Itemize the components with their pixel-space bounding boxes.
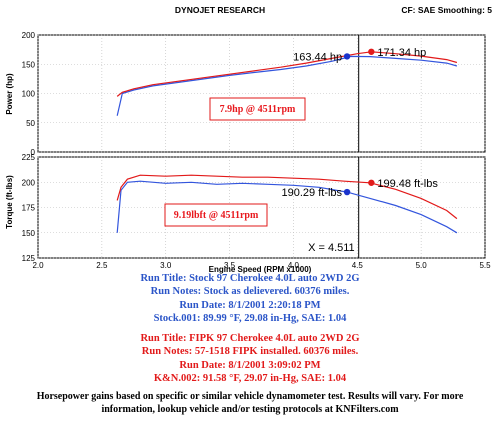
torque-series-kn-line	[116, 174, 458, 220]
cursor-x-label: X = 4.511	[308, 242, 355, 254]
torque-marker-kn	[368, 179, 375, 186]
torque-panel: 125 150 175 200 225 2.0 2.5 3.0 3.5 4.0 4.5 5.0 5.5 1…	[22, 153, 491, 270]
x-tick-label: 4.0	[288, 261, 300, 270]
disclaimer-line-1: Horsepower gains based on specific or si…	[36, 391, 464, 402]
disclaimer: Horsepower gains based on specific or si…	[0, 390, 500, 416]
power-y-tick-label: 150	[22, 60, 36, 69]
stock-run-date: Run Date: 8/1/2001 2:20:18 PM	[179, 299, 321, 311]
torque-y-tick-label: 150	[22, 229, 36, 238]
power-gain-box	[209, 97, 306, 121]
power-y-tick-label: 50	[26, 119, 35, 128]
kn-run-info: Run Title: FIPK 97 Cherokee 4.0L auto 2W…	[0, 332, 500, 386]
stock-run-info: Run Title: Stock 97 Cherokee 4.0L auto 2…	[0, 272, 500, 326]
x-tick-label: 3.5	[224, 261, 236, 270]
x-tick-label: 5.5	[479, 261, 491, 270]
x-tick-label: 5.0	[416, 261, 428, 270]
torque-marker-label-kn: 199.48 ft-lbs	[377, 178, 438, 190]
x-tick-label: 2.5	[96, 261, 108, 270]
stock-run-conditions: Stock.001: 89.99 °F, 29.08 in-Hg, SAE: 1…	[153, 313, 347, 325]
torque-y-tick-label: 200	[22, 178, 36, 187]
torque-series-stock-line	[116, 180, 458, 234]
dyno-chart: DYNOJET RESEARCH CF: SAE Smoothing: 5 0 5…	[5, 5, 492, 274]
chart-title: DYNOJET RESEARCH	[175, 5, 265, 15]
power-panel: 0 50 100 150 200 163.44 hp 171.34 hp 7.9hp @ 45…	[22, 31, 486, 157]
disclaimer-line-2: information, lookup vehicle and/or testi…	[101, 404, 399, 415]
power-marker-label-kn: 171.34 hp	[377, 47, 426, 59]
stock-run-notes: Run Notes: Stock as delievered. 60376 mi…	[150, 286, 350, 298]
power-marker-label-stock: 163.44 hp	[293, 51, 342, 63]
kn-run-title: Run Title: FIPK 97 Cherokee 4.0L auto 2W…	[140, 333, 360, 344]
x-tick-label: 3.0	[160, 261, 172, 270]
torque-marker-label-stock: 190.29 ft-lbs	[282, 187, 343, 199]
x-axis-label: Engine Speed (RPM x1000)	[209, 265, 312, 274]
torque-gain-text: 9.19lbft @ 4511rpm	[174, 210, 259, 221]
power-y-tick-label: 100	[22, 90, 36, 99]
power-marker-stock	[343, 53, 351, 60]
stock-run-title: Run Title: Stock 97 Cherokee 4.0L auto 2…	[140, 273, 360, 284]
x-tick-label: 4.5	[352, 261, 364, 270]
torque-marker-stock	[343, 188, 351, 196]
power-series-stock-line	[116, 55, 458, 116]
torque-gain-box	[164, 203, 268, 227]
kn-run-date: Run Date: 8/1/2001 3:09:02 PM	[179, 359, 321, 371]
power-axis-label: Power (hp)	[5, 73, 14, 115]
correction-factor-label: CF: SAE Smoothing: 5	[401, 5, 492, 15]
torque-axis-label: Torque (ft-lbs)	[5, 175, 14, 229]
power-gain-text: 7.9hp @ 4511rpm	[220, 104, 296, 115]
torque-y-tick-label: 225	[22, 153, 36, 162]
power-marker-kn	[368, 48, 375, 55]
power-y-tick-label: 0	[31, 148, 36, 157]
x-tick-label: 2.0	[32, 261, 44, 270]
power-series-kn-line	[116, 51, 458, 97]
kn-run-conditions: K&N.002: 91.58 °F, 29.07 in-Hg, SAE: 1.0…	[153, 373, 347, 385]
torque-y-tick-label: 175	[22, 204, 36, 213]
kn-run-notes: Run Notes: 57-1518 FIPK installed. 60376…	[141, 346, 359, 358]
power-y-tick-label: 200	[22, 31, 36, 40]
torque-y-tick-label: 125	[22, 254, 36, 263]
